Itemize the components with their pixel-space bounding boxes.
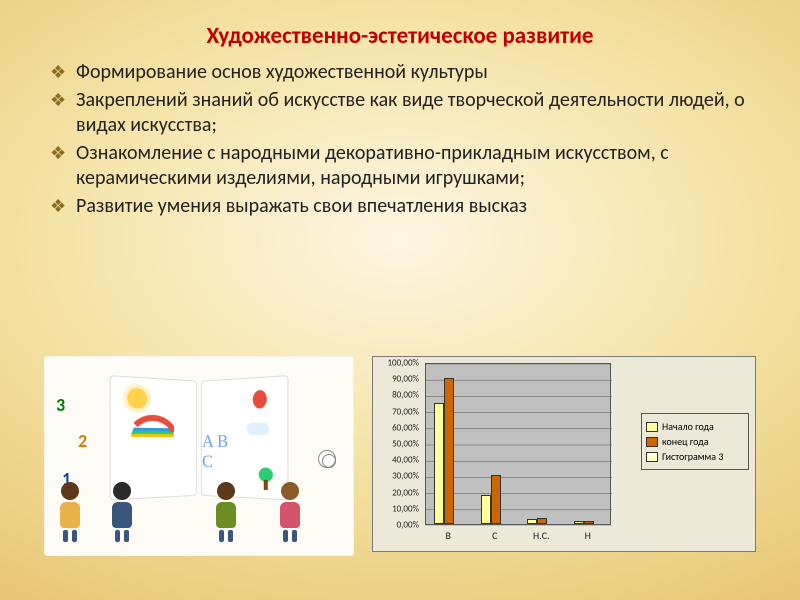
child-icon (212, 482, 240, 542)
bar (434, 403, 444, 525)
legend-item: Начало года (646, 420, 744, 433)
soccer-ball-icon (318, 450, 336, 468)
bar (444, 378, 454, 524)
child-icon (276, 482, 304, 542)
balloon-icon (253, 390, 267, 409)
bullet-item: Ознакомление с народными декоративно-при… (50, 141, 756, 190)
bullet-item: Формирование основ художественной культу… (50, 60, 756, 84)
bar (584, 521, 594, 524)
slide-title: Художественно-эстетическое развитие (44, 22, 756, 50)
legend-item: конец года (646, 435, 744, 448)
legend-swatch (646, 437, 658, 447)
children-illustration: 3 2 1 A B C (44, 356, 354, 556)
bars-layer (426, 364, 610, 524)
bullet-item: Закреплений знаний об искусстве как виде… (50, 88, 756, 137)
bar (481, 495, 491, 524)
legend-label: конец года (662, 435, 708, 448)
legend-swatch (646, 422, 658, 432)
bullet-list: Формирование основ художественной культу… (44, 60, 756, 218)
legend-item: Гистограмма 3 (646, 450, 744, 463)
child-icon (56, 482, 84, 542)
legend-label: Гистограмма 3 (662, 450, 723, 463)
bar-chart: 0,00%10,00%20,00%30,00%40,00%50,00%60,00… (372, 356, 756, 552)
plot-area (425, 363, 611, 525)
x-axis-labels: ВСН.С.Н (425, 529, 611, 549)
bar (527, 519, 537, 524)
y-axis-labels: 0,00%10,00%20,00%30,00%40,00%50,00%60,00… (373, 363, 423, 525)
digit-3: 3 (56, 394, 65, 416)
cloud-icon (247, 423, 269, 435)
bar (574, 521, 584, 524)
abc-label: A B C (202, 431, 231, 473)
sun-icon (127, 388, 147, 409)
chart-legend: Начало года конец года Гистограмма 3 (641, 413, 749, 470)
digit-2: 2 (78, 430, 87, 452)
tree-icon (259, 467, 273, 482)
child-icon (108, 482, 136, 542)
bar (537, 518, 547, 524)
legend-label: Начало года (662, 420, 714, 433)
bullet-item: Развитие умения выражать свои впечатлени… (50, 194, 756, 218)
legend-swatch (646, 452, 658, 462)
rainbow-icon (125, 414, 179, 443)
bar (491, 475, 501, 524)
